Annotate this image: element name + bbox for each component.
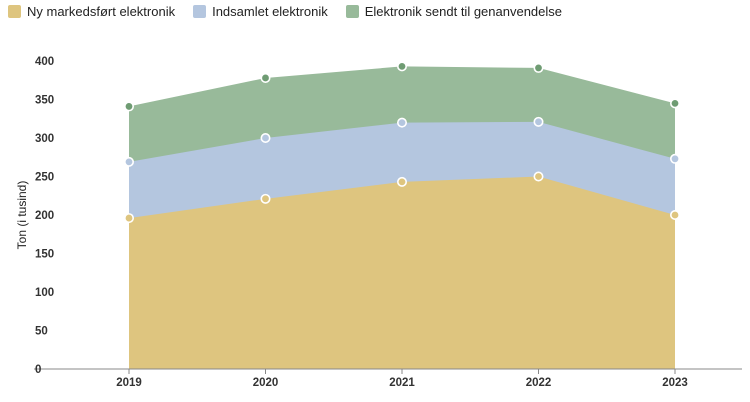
y-tick-label: 400 xyxy=(35,56,54,68)
data-point xyxy=(396,117,407,128)
data-point xyxy=(124,156,135,167)
area-layer xyxy=(129,66,675,369)
legend-item-new-electronics[interactable]: Ny markedsført elektronik xyxy=(8,4,175,19)
legend: Ny markedsført elektronik Indsamlet elek… xyxy=(8,4,562,19)
y-tick-label: 300 xyxy=(35,133,54,145)
data-point xyxy=(396,176,407,187)
legend-label: Ny markedsført elektronik xyxy=(27,4,176,19)
data-point xyxy=(533,116,544,127)
y-tick-label: 100 xyxy=(35,287,54,299)
y-tick-label: 50 xyxy=(35,326,48,338)
data-point xyxy=(124,101,135,112)
data-point xyxy=(669,210,680,221)
data-point xyxy=(533,62,544,73)
data-point xyxy=(533,171,544,182)
data-point xyxy=(669,153,680,164)
y-tick-label: 250 xyxy=(35,172,54,184)
x-tick-label: 2020 xyxy=(253,377,279,389)
x-tick-label: 2019 xyxy=(116,377,142,389)
legend-item-collected-electronics[interactable]: Indsamlet elektronik xyxy=(193,4,328,19)
legend-item-recycled-electronics[interactable]: Elektronik sendt til genanvendelse xyxy=(345,4,563,19)
legend-swatch xyxy=(8,5,21,18)
legend-swatch xyxy=(345,5,359,18)
data-point xyxy=(260,193,271,204)
y-tick-label: 200 xyxy=(35,210,54,222)
x-tick-label: 2021 xyxy=(389,377,415,389)
y-tick-label: 0 xyxy=(35,364,41,376)
data-point xyxy=(124,213,135,224)
legend-swatch xyxy=(193,5,207,18)
data-point xyxy=(396,61,407,72)
y-tick-label: 150 xyxy=(35,249,54,261)
legend-label: Elektronik sendt til genanvendelse xyxy=(364,4,563,19)
y-axis-label: Ton (i tusind) xyxy=(15,181,29,250)
area-series-0 xyxy=(129,176,675,369)
x-tick-label: 2022 xyxy=(526,377,552,389)
data-point xyxy=(260,72,271,83)
marker-layer xyxy=(124,61,680,224)
x-tick-label: 2023 xyxy=(662,377,688,389)
y-tick-label: 350 xyxy=(35,95,54,107)
legend-label: Indsamlet elektronik xyxy=(212,4,328,19)
data-point xyxy=(260,133,271,144)
axes-layer: 2019 2020 2021 2022 2023 0 50 100 150 200 250 300 35… xyxy=(34,56,742,389)
data-point xyxy=(669,98,680,109)
